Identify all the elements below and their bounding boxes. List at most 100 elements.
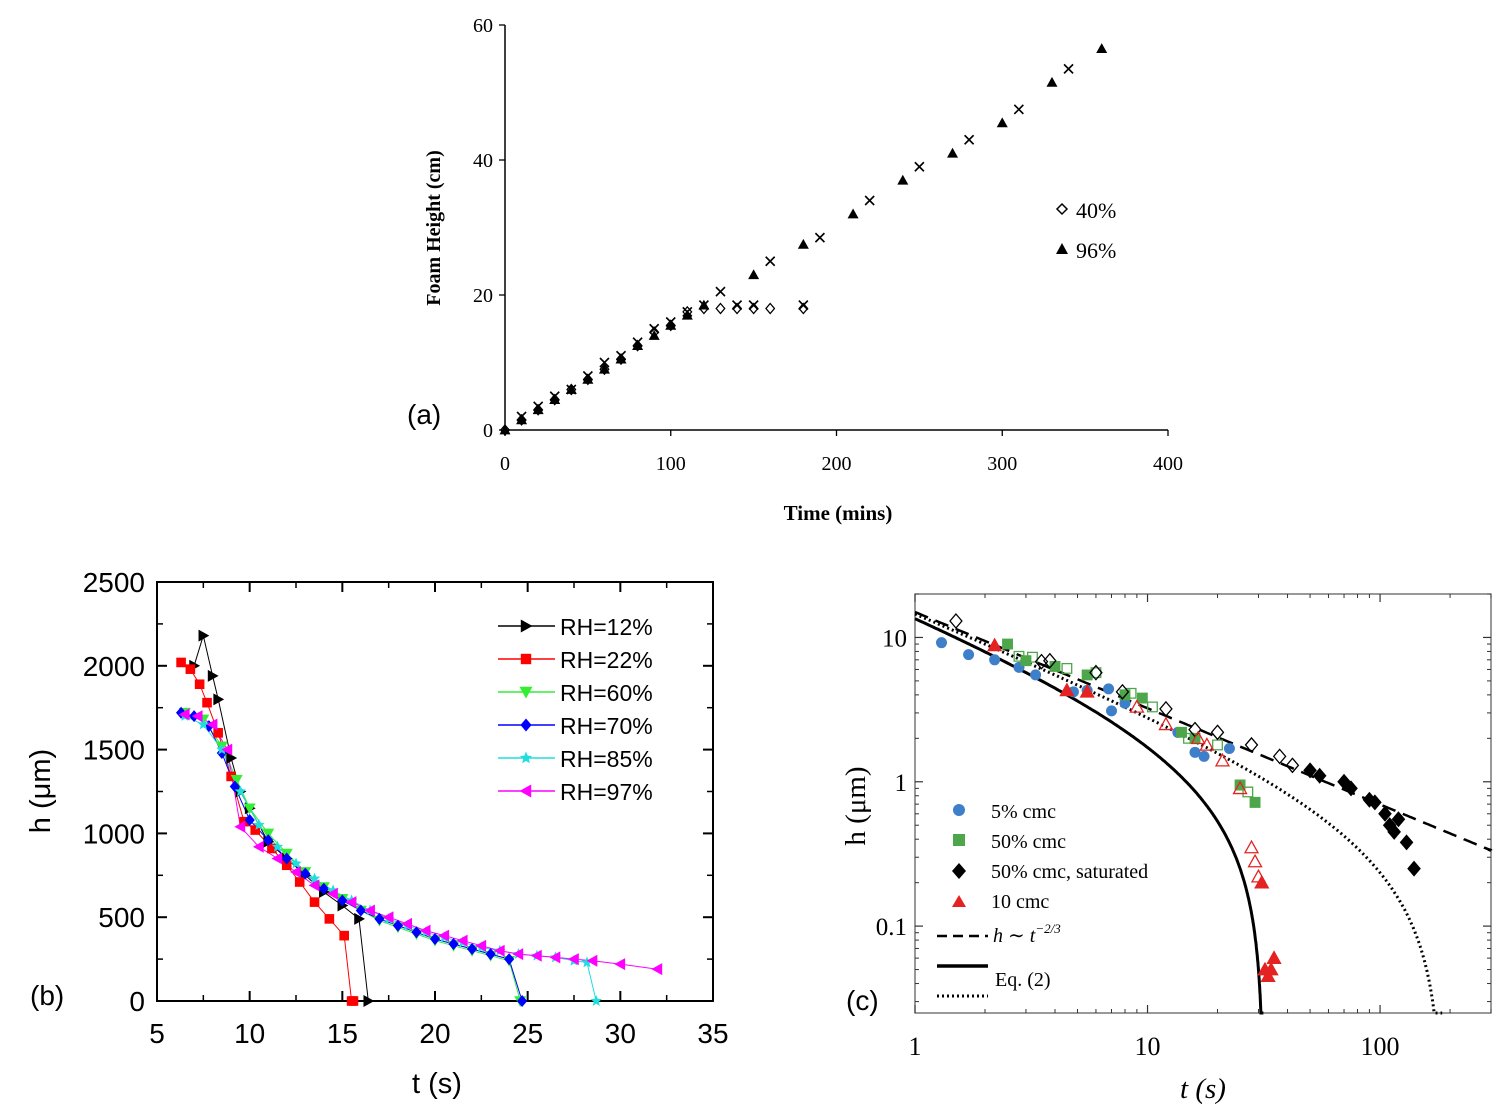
b-point: [354, 912, 366, 925]
a-ylabel: Foam Height (cm): [423, 150, 445, 306]
c-point-5cmc: [1103, 683, 1115, 695]
b-legend-marker: [520, 653, 532, 665]
c-point-50cmc: [1020, 655, 1032, 667]
c-point-5cmc: [1106, 705, 1118, 717]
b-point: [185, 664, 196, 674]
c-point-10cmc: [1260, 968, 1276, 983]
b-point: [230, 774, 243, 786]
a-ytick-label: 0: [483, 420, 493, 442]
b-point: [198, 629, 210, 642]
c-point-saturated: [1244, 736, 1259, 753]
a-point-x: [765, 256, 776, 267]
b-point: [253, 819, 265, 830]
c-point-10cmc: [987, 637, 1003, 652]
b-legend-marker: [519, 784, 532, 798]
c-point-10cmc: [1129, 699, 1145, 713]
a-point-96: [615, 353, 627, 364]
a-legend-marker-40: [1055, 202, 1069, 216]
a-point-x: [649, 323, 660, 334]
b-point: [271, 852, 283, 865]
c-point-saturated: [1399, 834, 1414, 851]
c-xtick-label: 1: [909, 1032, 922, 1061]
a-xtick-label: 0: [500, 453, 510, 475]
a-xtick-label: 300: [987, 453, 1017, 475]
c-point-50cmc: [1061, 662, 1073, 674]
b-ytick-label: 1500: [83, 735, 145, 766]
c-legend-label-50cmc: 50% cmc: [991, 831, 1066, 853]
b-point: [263, 834, 274, 847]
c-point-50cmc: [1249, 796, 1261, 808]
b-ticks: 5 10 15 20 25 30 35 0 500 1000 1500 2000 2500: [83, 567, 729, 1049]
c-point-5cmc: [963, 649, 975, 661]
c-point-saturated: [1210, 724, 1225, 741]
c-point-saturated: [1387, 823, 1401, 840]
b-xtick-label: 5: [149, 1018, 165, 1049]
a-ytick-label: 40: [473, 150, 493, 172]
c-point-5cmc: [1223, 743, 1235, 755]
b-point: [176, 657, 186, 668]
b-xlabel: t (s): [412, 1068, 462, 1100]
b-point: [590, 995, 602, 1006]
c-point-50cmc: [1002, 638, 1013, 650]
a-point-96: [549, 394, 561, 405]
c-point-5cmc: [989, 654, 1001, 666]
a-point-x: [533, 401, 544, 412]
c-point-5cmc: [1198, 750, 1210, 762]
b-point: [382, 911, 394, 924]
c-xtick-label: 10: [1135, 1032, 1161, 1061]
a-point-40: [765, 302, 776, 315]
b-point: [327, 887, 338, 900]
c-xtick-label: 100: [1361, 1032, 1400, 1061]
a-point-96: [897, 174, 909, 185]
b-xtick-label: 25: [512, 1018, 543, 1049]
a-point-96: [598, 363, 610, 374]
a-point-96: [847, 208, 859, 219]
a-point-96: [499, 424, 511, 435]
c-legend-label-10cmc: 10 cmc: [991, 891, 1049, 913]
b-ylabel: h (μm): [25, 749, 57, 833]
b-point: [374, 912, 385, 925]
b-point: [234, 785, 247, 797]
c-point-saturated: [1378, 805, 1392, 822]
b-point: [216, 743, 228, 755]
c-marks: [935, 612, 1421, 983]
c-curve-eq2: [914, 617, 1264, 1015]
b-marks: [175, 629, 663, 1007]
c-ytick-label: 0.1: [876, 914, 907, 941]
a-point-96: [681, 309, 693, 320]
a-point-x: [914, 161, 925, 172]
b-point: [438, 929, 450, 942]
b-point: [213, 728, 223, 738]
b-point: [206, 718, 218, 731]
b-legend-marker: [520, 718, 532, 732]
a-legend: 40% 96%: [1055, 198, 1116, 263]
a-xlabel: Time (mins): [784, 501, 893, 525]
a-xtick-label: 200: [822, 453, 852, 475]
c-point-saturated: [1089, 664, 1103, 681]
b-point: [345, 896, 357, 909]
b-point: [194, 679, 205, 690]
b-point: [252, 840, 264, 853]
b-ytick-label: 500: [98, 902, 145, 933]
b-point: [392, 919, 404, 932]
b-legend-label: RH=97%: [560, 779, 653, 805]
c-point-saturated: [949, 612, 963, 630]
b-point: [411, 926, 422, 939]
c-legend-marker-50cmc: [953, 834, 965, 846]
c-point-5cmc: [935, 637, 947, 649]
b-legend-label: RH=12%: [560, 614, 653, 640]
b-legend-marker: [519, 751, 533, 764]
b-point: [271, 840, 284, 852]
a-point-x: [615, 350, 627, 361]
c-point-5cmc: [1189, 746, 1201, 758]
b-point: [339, 930, 349, 941]
c-curve-dotted: [914, 612, 1443, 1015]
c-point-50cmc: [1176, 726, 1187, 738]
a-point-x: [582, 370, 593, 382]
a-legend-marker-96: [1056, 243, 1068, 254]
c-legend: 5% cmc 50% cmc 50% cmc, saturated 10 cmc…: [937, 801, 1148, 998]
b-point: [178, 708, 190, 721]
b-point: [244, 813, 255, 826]
a-point-96: [797, 238, 809, 249]
b-point: [363, 995, 375, 1007]
